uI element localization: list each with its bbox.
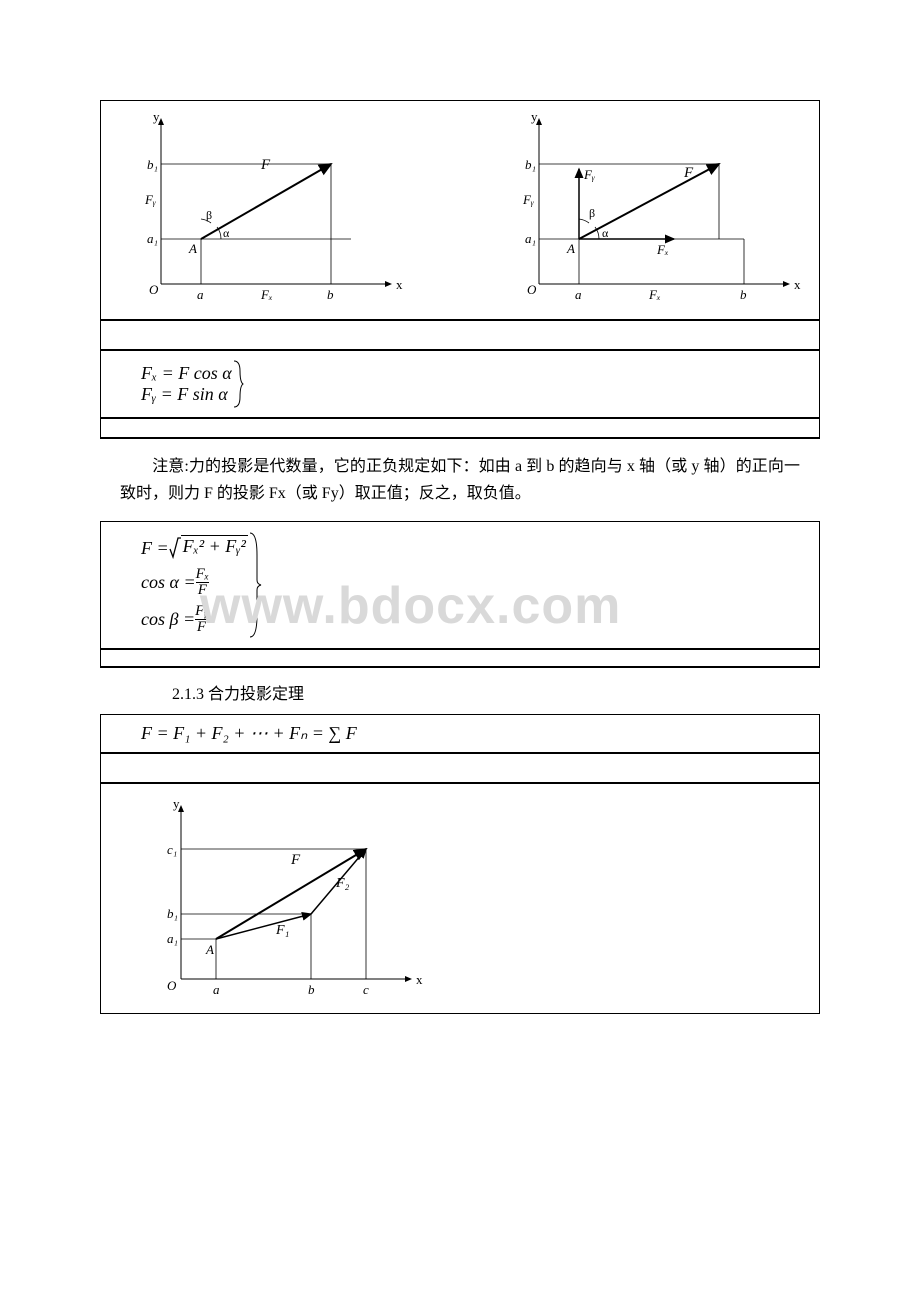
c-label: c: [363, 982, 369, 997]
b-label: b: [740, 287, 747, 302]
document-page: www.bdocx.com x y O F: [0, 0, 920, 1302]
force-F-label: F: [260, 157, 271, 173]
formula-part: F =: [141, 538, 169, 559]
a-label: a: [213, 982, 220, 997]
formula-part: Fᵧ: [195, 604, 208, 619]
a1-label: a₁: [147, 231, 158, 246]
y-axis-label: y: [173, 796, 180, 811]
origin-label: O: [149, 282, 159, 297]
F-label: F: [290, 852, 301, 868]
formula-part: cos α =: [141, 572, 196, 593]
c1-label: c₁: [167, 842, 177, 857]
force-projection-diagram-left: x y O F α β b₁ Fᵧ: [111, 109, 411, 309]
alpha-label: α: [223, 226, 230, 240]
a-label: a: [575, 287, 582, 302]
b-label: b: [308, 982, 315, 997]
Fy-label: Fᵧ: [522, 192, 534, 207]
y-axis-label: y: [153, 109, 160, 124]
note-paragraph: 注意:力的投影是代数量，它的正负规定如下：如由 a 到 b 的趋向与 x 轴（或…: [100, 439, 820, 521]
spacer-row: [101, 320, 819, 350]
spacer-row: [101, 753, 819, 783]
formula-fx-fy: Fₓ = F cos α Fᵧ = F sin α: [101, 350, 819, 418]
Fy-label: Fᵧ: [144, 192, 156, 207]
force-projection-diagram-right: x y O F Fₓ Fᵧ: [489, 109, 809, 309]
brace-icon: [232, 359, 244, 409]
Fy-comp-label: Fᵧ: [583, 167, 595, 182]
A-label: A: [566, 241, 575, 256]
origin-label: O: [527, 282, 537, 297]
b1-label: b₁: [147, 157, 158, 172]
diagrams-row-top: x y O F α β b₁ Fᵧ: [101, 101, 819, 320]
A-label: A: [188, 241, 197, 256]
formula-part: F: [197, 620, 206, 635]
F2-label: F₂: [335, 876, 350, 891]
b1-label: b₁: [167, 906, 178, 921]
formula-part: Fₓ: [196, 567, 209, 582]
beta-label: β: [206, 208, 212, 222]
formula-line: Fᵧ = F sin α: [141, 384, 232, 405]
b-label: b: [327, 287, 334, 302]
formula-part: F: [198, 583, 207, 598]
beta-label: β: [589, 206, 595, 220]
content-container-3: F = F₁ + F₂ + ⋯ + Fₙ = ∑ F x y O: [100, 714, 820, 1014]
diagram-resultant-container: x y O F F₁ F₂ c₁ b: [101, 783, 819, 1013]
sqrt-icon: [169, 535, 181, 561]
resultant-force-diagram: x y O F F₁ F₂ c₁ b: [131, 794, 431, 1004]
a1-label: a₁: [525, 231, 536, 246]
F1-label: F₁: [275, 923, 289, 938]
A-label: A: [205, 942, 214, 957]
spacer-row: [101, 418, 819, 438]
b1-label: b₁: [525, 157, 536, 172]
origin-label: O: [167, 978, 177, 993]
x-axis-label: x: [416, 972, 423, 987]
formula-magnitude-angles: F = Fₓ² + Fᵧ² cos α = Fₓ F: [101, 522, 819, 649]
force-F-label: F: [683, 165, 694, 181]
formula-line: Fₓ = F cos α: [141, 363, 232, 384]
section-heading: 2.1.3 合力投影定理: [100, 668, 820, 714]
a1-label: a₁: [167, 931, 178, 946]
a-label: a: [197, 287, 204, 302]
x-axis-label: x: [396, 277, 403, 292]
Fx-label: Fₓ: [260, 287, 273, 302]
content-container-2: F = Fₓ² + Fᵧ² cos α = Fₓ F: [100, 521, 820, 668]
alpha-label: α: [602, 226, 609, 240]
formula-line: F = F₁ + F₂ + ⋯ + Fₙ = ∑ F: [141, 723, 357, 743]
spacer-row: [101, 649, 819, 667]
content-container: x y O F α β b₁ Fᵧ: [100, 100, 820, 439]
Fx-label: Fₓ: [648, 287, 661, 302]
formula-resultant: F = F₁ + F₂ + ⋯ + Fₙ = ∑ F: [101, 715, 819, 753]
x-axis-label: x: [794, 277, 801, 292]
formula-part: Fₓ² + Fᵧ²: [181, 535, 248, 557]
brace-icon: [248, 530, 262, 640]
formula-part: cos β =: [141, 609, 195, 630]
y-axis-label: y: [531, 109, 538, 124]
Fx-comp-label: Fₓ: [656, 242, 669, 257]
